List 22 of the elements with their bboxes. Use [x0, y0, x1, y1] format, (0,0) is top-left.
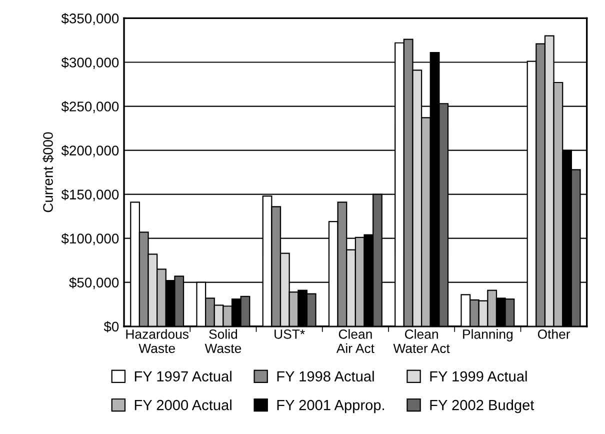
legend-label: FY 2002 Budget: [430, 400, 534, 414]
y-tick-label: $50,000: [69, 277, 119, 290]
legend-label: FY 2001 Approp.: [277, 400, 384, 414]
legend-label: FY 1998 Actual: [277, 370, 374, 382]
y-tick-label: $350,000: [61, 12, 119, 26]
x-tick-label: UST*: [274, 329, 305, 339]
legend-label: FY 1999 Actual: [430, 370, 527, 382]
legend-label: FY 1997 Actual: [134, 370, 232, 382]
y-tick-label: $300,000: [61, 57, 119, 70]
x-tick-label: Planning: [463, 329, 512, 342]
x-tick-label: Hazardous Waste: [126, 329, 189, 354]
x-tick-label: Other: [538, 329, 570, 339]
x-tick-label: Solid Waste: [204, 329, 242, 354]
y-tick-label: $0: [104, 321, 119, 332]
x-tick-label: Clean Water Act: [393, 329, 450, 354]
legend-label: FY 2000 Actual: [134, 400, 232, 410]
y-tick-label: $100,000: [61, 233, 119, 246]
y-axis-title: Current $000: [42, 132, 54, 212]
y-tick-label: $200,000: [61, 145, 119, 158]
y-tick-label: $250,000: [61, 101, 119, 114]
y-tick-label: $150,000: [61, 189, 119, 202]
x-tick-label: Clean Air Act: [336, 329, 374, 354]
